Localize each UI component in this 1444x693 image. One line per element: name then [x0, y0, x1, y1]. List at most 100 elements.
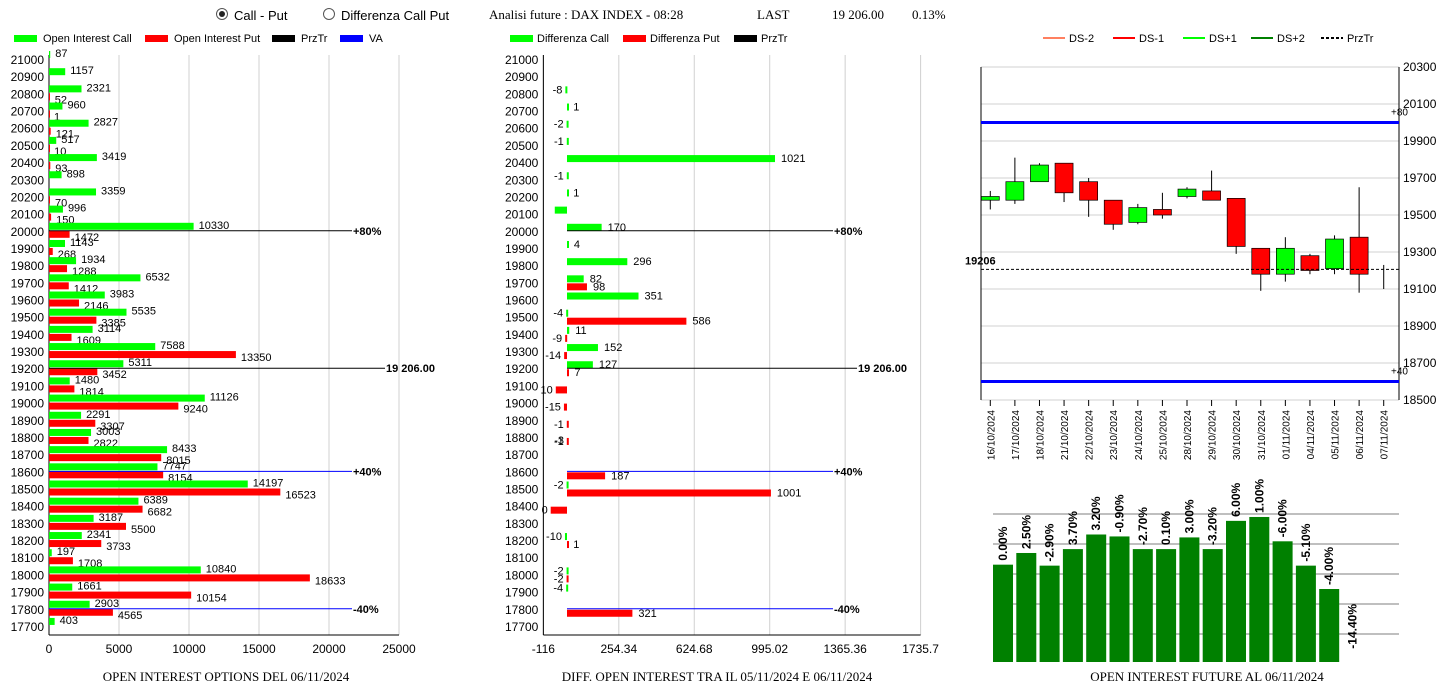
oi-call-bar — [49, 51, 51, 58]
diff-call-value: -2 — [554, 480, 564, 492]
oi-call-bar — [49, 583, 73, 591]
candle-body — [1349, 236, 1369, 275]
oi-put-value: 121 — [56, 129, 74, 141]
oi-put-bar — [49, 162, 51, 170]
oi-strike-label: 21000 — [11, 53, 45, 67]
radio-call-put[interactable] — [216, 8, 228, 20]
oi-put-value: 8015 — [166, 455, 190, 467]
oi-call-value: 3359 — [101, 185, 125, 197]
oi-call-bar — [49, 480, 248, 488]
oi-xtick-label: 0 — [46, 642, 53, 656]
diff-strike-label: 19300 — [505, 345, 539, 359]
diff-strike-label: 17900 — [505, 586, 539, 600]
oi-put-value: 5500 — [131, 524, 155, 536]
oi-call-value: 517 — [61, 134, 79, 146]
diff-strike-label: 20200 — [505, 190, 539, 204]
diff-ref-label: -40% — [834, 604, 860, 616]
analysis-title: Analisi future : DAX INDEX - 08:28 — [489, 7, 684, 22]
oi-put-bar — [49, 316, 97, 324]
diff-call-bar — [566, 584, 569, 592]
oi-call-bar — [49, 514, 94, 522]
oi-strike-label: 20900 — [11, 70, 45, 84]
oi-strike-label: 19800 — [11, 259, 45, 273]
oi-strike-label: 19000 — [11, 397, 45, 411]
oi-put-bar — [49, 110, 50, 118]
oi-call-value: 6389 — [143, 495, 167, 507]
diff-strike-label: 19400 — [505, 328, 539, 342]
oi-legend-label-2: PrzTr — [301, 33, 328, 45]
oi-call-value: 1934 — [81, 254, 105, 266]
diff-call-bar — [566, 137, 569, 145]
oi-put-bar — [49, 419, 96, 427]
oi-call-bar — [49, 171, 62, 179]
oi-call-bar — [49, 600, 90, 608]
diff-call-value: -2 — [554, 119, 564, 131]
oi-title: OPEN INTEREST OPTIONS DEL 06/11/2024 — [103, 669, 350, 684]
last-value: 19 206.00 — [832, 7, 884, 22]
oi-call-value: 7747 — [162, 460, 186, 472]
diff-strike-label: 21000 — [505, 53, 539, 67]
candle-body — [980, 196, 1000, 201]
oi-put-value: 16523 — [285, 490, 316, 502]
diff-put-bar — [566, 575, 569, 583]
diff-legend-label-1: Differenza Put — [650, 33, 720, 45]
cdl-ytick-label: 20300 — [1403, 60, 1437, 74]
candle-body — [1054, 162, 1074, 194]
oi-put-bar — [49, 436, 89, 444]
oi-put-value: 1 — [54, 112, 60, 124]
diff-put-value: -2 — [554, 573, 564, 585]
oi-put-bar — [49, 505, 143, 513]
oi-call-bar — [49, 119, 89, 127]
diff-put-value: 7 — [574, 367, 580, 379]
oi-put-bar — [49, 368, 98, 376]
fut-bar-label: 3.00% — [1182, 499, 1196, 533]
diff-call-value: 127 — [599, 359, 617, 371]
fut-bar-label: 2.50% — [1019, 515, 1033, 549]
radio-call-put-label[interactable]: Call - Put — [234, 8, 288, 23]
oi-put-value: 6682 — [148, 507, 172, 519]
cdl-xtick-label: 31/10/2024 — [1257, 410, 1268, 460]
fut-bar — [993, 564, 1013, 662]
diff-call-value: -10 — [546, 531, 562, 543]
diff-call-value: 351 — [645, 291, 663, 303]
diff-title: DIFF. OPEN INTEREST TRA IL 05/11/2024 E … — [562, 669, 873, 684]
diff-strike-label: 20500 — [505, 139, 539, 153]
cdl-ytick-label: 18700 — [1403, 356, 1437, 370]
radio-differenza-label[interactable]: Differenza Call Put — [341, 8, 450, 23]
oi-xtick-label: 15000 — [242, 642, 276, 656]
cdl-ytick-label: 19700 — [1403, 171, 1437, 185]
oi-call-bar — [49, 549, 52, 557]
oi-call-value: 3419 — [102, 151, 126, 163]
oi-call-value: 5311 — [128, 357, 152, 369]
oi-call-value: 14197 — [253, 478, 284, 490]
oi-xtick-label: 5000 — [106, 642, 133, 656]
diff-xtick-label: -116 — [532, 642, 555, 656]
oi-strike-label: 20400 — [11, 156, 45, 170]
oi-legend-swatch-0 — [14, 35, 37, 42]
oi-call-value: 3003 — [96, 426, 120, 438]
cdl-ytick-label: 20100 — [1403, 97, 1437, 111]
oi-put-value: 18633 — [315, 575, 346, 587]
oi-put-bar — [49, 265, 68, 273]
oi-call-value: 1157 — [70, 65, 94, 77]
oi-strike-label: 20200 — [11, 190, 45, 204]
oi-put-bar — [49, 471, 164, 479]
diff-strike-label: 20000 — [505, 225, 539, 239]
oi-call-value: 3114 — [98, 323, 122, 335]
diff-put-value: -1 — [554, 436, 564, 448]
diff-legend-swatch-0 — [510, 35, 533, 42]
candle-body — [1079, 181, 1098, 201]
diff-call-value: 1 — [573, 102, 579, 114]
candle-body — [1325, 238, 1344, 270]
oi-call-value: 3983 — [110, 289, 134, 301]
oi-call-value: 87 — [55, 48, 67, 60]
fut-bar — [1109, 536, 1130, 662]
oi-strike-label: 17700 — [11, 620, 45, 634]
diff-call-value: -1 — [554, 136, 564, 148]
cdl-xtick-label: 30/10/2024 — [1232, 410, 1243, 460]
radio-differenza[interactable] — [323, 8, 335, 20]
cdl-xtick-label: 25/10/2024 — [1158, 410, 1169, 460]
cdl-ytick-label: 19500 — [1403, 208, 1437, 222]
diff-xtick-label: 995.02 — [751, 642, 788, 656]
diff-call-bar — [566, 120, 569, 128]
